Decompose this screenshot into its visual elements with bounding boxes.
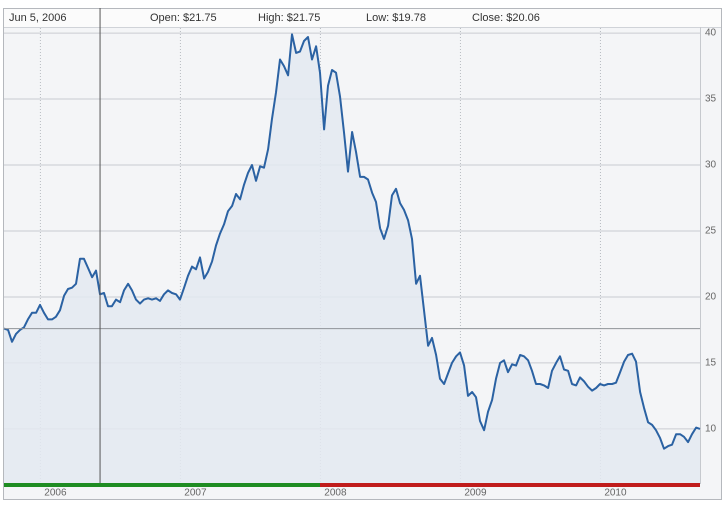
range-bar-up xyxy=(4,483,320,487)
range-bar-down xyxy=(320,483,700,487)
price-line xyxy=(3,33,701,450)
plot xyxy=(3,8,701,484)
x-tick-label: 2009 xyxy=(464,488,487,499)
area-fill xyxy=(4,34,700,484)
y-tick-label: 40 xyxy=(705,28,717,39)
y-tick-label: 20 xyxy=(705,292,717,303)
header-low: Low: $19.78 xyxy=(366,12,426,24)
grid: 10 15 20 25 30 35 40 2006 2007 2008 2009 2010 xyxy=(4,28,717,499)
y-tick-label: 15 xyxy=(705,358,717,369)
y-tick-label: 30 xyxy=(705,160,717,171)
x-tick-label: 2008 xyxy=(324,488,347,499)
header-date: Jun 5, 2006 xyxy=(9,12,67,24)
y-tick-label: 35 xyxy=(705,94,717,105)
y-tick-label: 10 xyxy=(705,424,717,435)
x-tick-label: 2010 xyxy=(604,488,627,499)
header-open: Open: $21.75 xyxy=(150,12,217,24)
x-tick-label: 2007 xyxy=(184,488,207,499)
header-close: Close: $20.06 xyxy=(472,12,540,24)
y-tick-label: 25 xyxy=(705,226,717,237)
header-high: High: $21.75 xyxy=(258,12,320,24)
header-bar xyxy=(4,9,721,27)
x-tick-label: 2006 xyxy=(44,488,67,499)
